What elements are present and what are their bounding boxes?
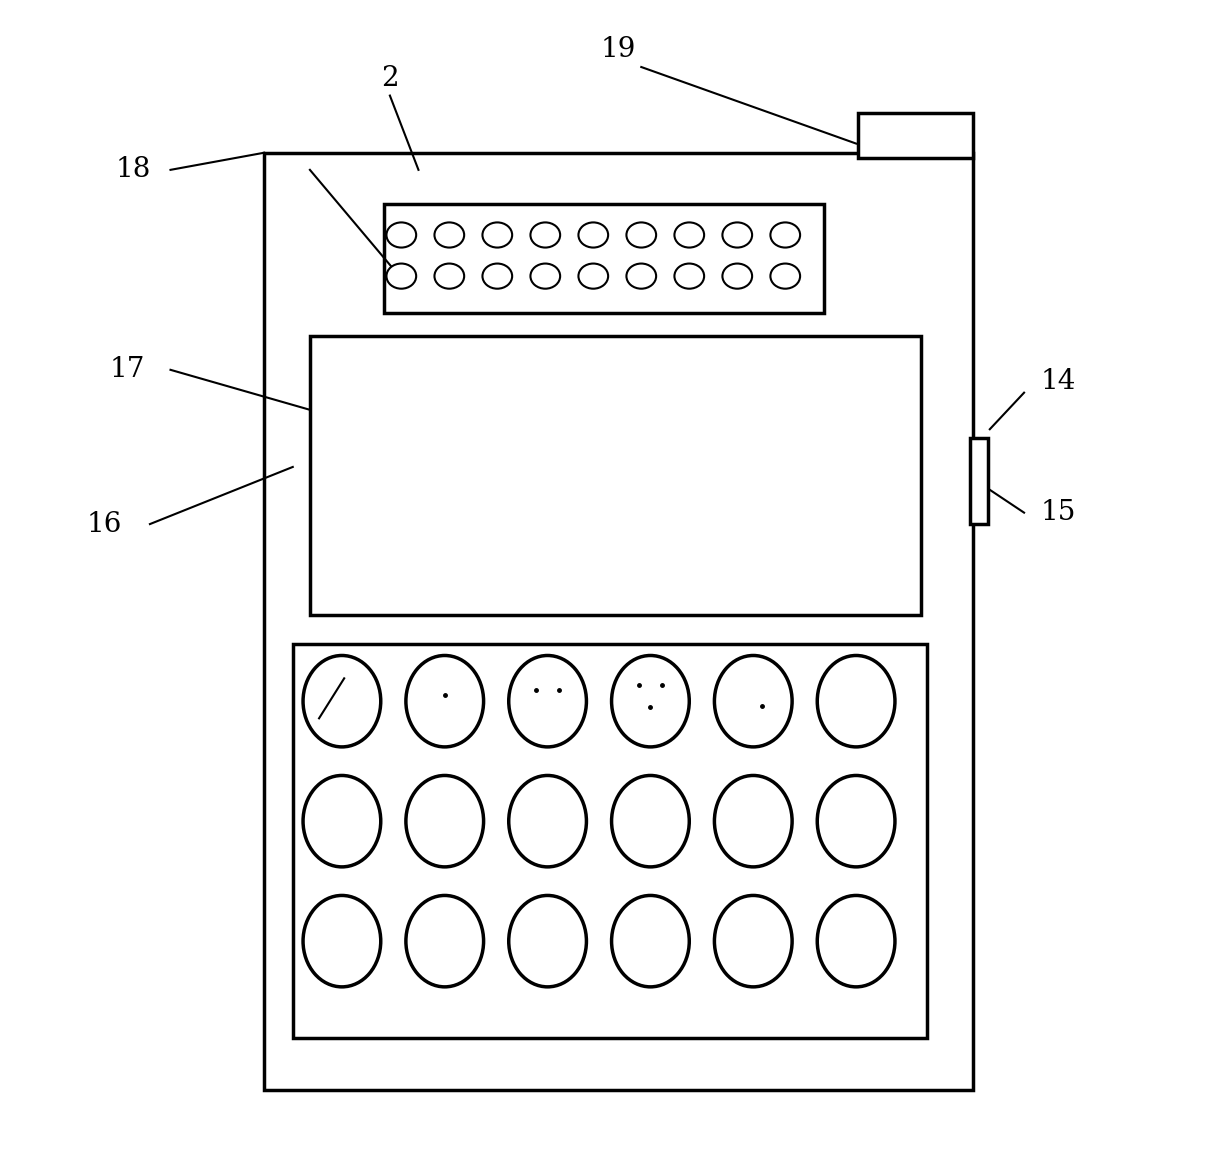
Ellipse shape — [817, 776, 895, 867]
Ellipse shape — [817, 895, 895, 986]
Ellipse shape — [405, 895, 483, 986]
Text: 16: 16 — [86, 511, 121, 538]
Ellipse shape — [612, 655, 690, 747]
Bar — [293, 645, 927, 1038]
Text: 17: 17 — [109, 357, 144, 383]
Bar — [310, 336, 921, 616]
Ellipse shape — [675, 264, 704, 289]
Bar — [265, 153, 972, 1090]
Ellipse shape — [386, 222, 416, 247]
Ellipse shape — [304, 895, 381, 986]
Bar — [858, 113, 972, 159]
Ellipse shape — [405, 655, 483, 747]
Ellipse shape — [817, 655, 895, 747]
Text: 14: 14 — [1040, 368, 1076, 395]
Bar — [970, 439, 987, 524]
Text: 2: 2 — [381, 64, 398, 92]
Ellipse shape — [675, 222, 704, 247]
Ellipse shape — [771, 264, 800, 289]
Ellipse shape — [626, 222, 656, 247]
Ellipse shape — [722, 264, 753, 289]
Ellipse shape — [482, 222, 512, 247]
Text: 15: 15 — [1040, 500, 1076, 526]
Text: 19: 19 — [601, 37, 636, 63]
Ellipse shape — [509, 776, 586, 867]
Ellipse shape — [578, 222, 608, 247]
Text: 18: 18 — [115, 157, 151, 183]
Ellipse shape — [435, 264, 464, 289]
Ellipse shape — [714, 655, 792, 747]
Ellipse shape — [386, 264, 416, 289]
Ellipse shape — [531, 264, 560, 289]
Ellipse shape — [714, 776, 792, 867]
Ellipse shape — [714, 895, 792, 986]
Bar — [384, 204, 824, 313]
Ellipse shape — [578, 264, 608, 289]
Ellipse shape — [482, 264, 512, 289]
Ellipse shape — [531, 222, 560, 247]
Ellipse shape — [304, 776, 381, 867]
Ellipse shape — [304, 655, 381, 747]
Ellipse shape — [612, 895, 690, 986]
Ellipse shape — [771, 222, 800, 247]
Ellipse shape — [612, 776, 690, 867]
Ellipse shape — [405, 776, 483, 867]
Ellipse shape — [435, 222, 464, 247]
Ellipse shape — [509, 895, 586, 986]
Ellipse shape — [722, 222, 753, 247]
Ellipse shape — [626, 264, 656, 289]
Ellipse shape — [509, 655, 586, 747]
